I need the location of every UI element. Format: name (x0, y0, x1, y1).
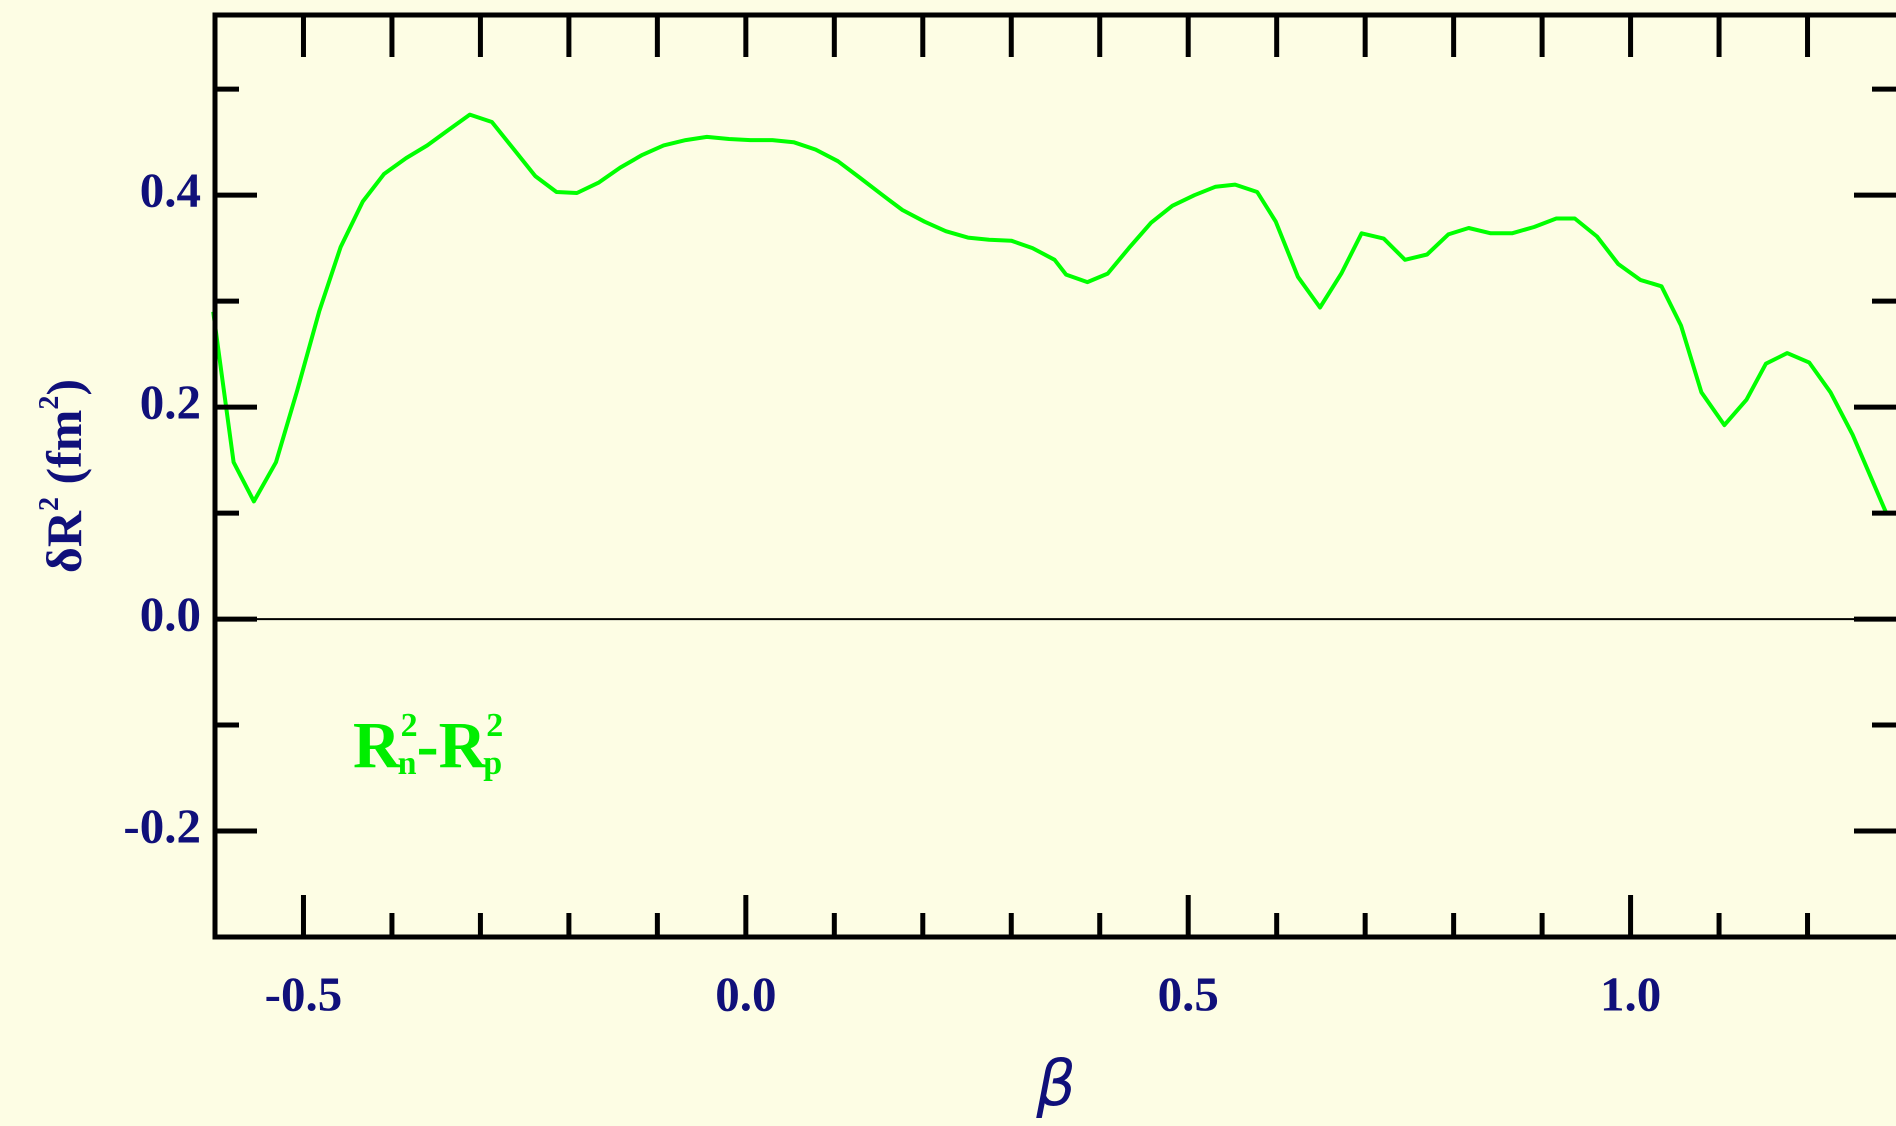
y-tick-label: 0.2 (140, 374, 201, 429)
y-tick-label: 0.4 (140, 162, 201, 217)
y-axis-label-part: (fm (36, 410, 92, 497)
annotation-part: R (353, 709, 402, 782)
axis-frame (212, 12, 1896, 940)
x-tick-label: 0.0 (715, 966, 776, 1021)
annotation-part: 2 (401, 707, 418, 744)
x-tick-label: 1.0 (1600, 966, 1661, 1021)
x-axis-label: β (1035, 1047, 1076, 1120)
annotation: R2 n-R2 p (353, 707, 503, 782)
annotation-part: 2 (486, 707, 503, 744)
y-axis-label-part: 2 (34, 497, 65, 511)
y-axis-label-part: ) (36, 379, 92, 396)
annotation-part: p (483, 745, 502, 782)
y-axis-label: δR2 (fm2) (34, 379, 92, 573)
x-tick-label: -0.5 (265, 966, 343, 1021)
y-axis-label-part: δR (36, 510, 92, 573)
y-tick-label: -0.2 (123, 798, 201, 853)
y-tick-label: 0.0 (140, 586, 201, 641)
annotation-part: -R (417, 709, 488, 782)
annotation-part: n (398, 745, 417, 782)
x-tick-label: 0.5 (1158, 966, 1219, 1021)
y-axis-label-part: 2 (34, 396, 65, 410)
data-line (211, 112, 1889, 514)
